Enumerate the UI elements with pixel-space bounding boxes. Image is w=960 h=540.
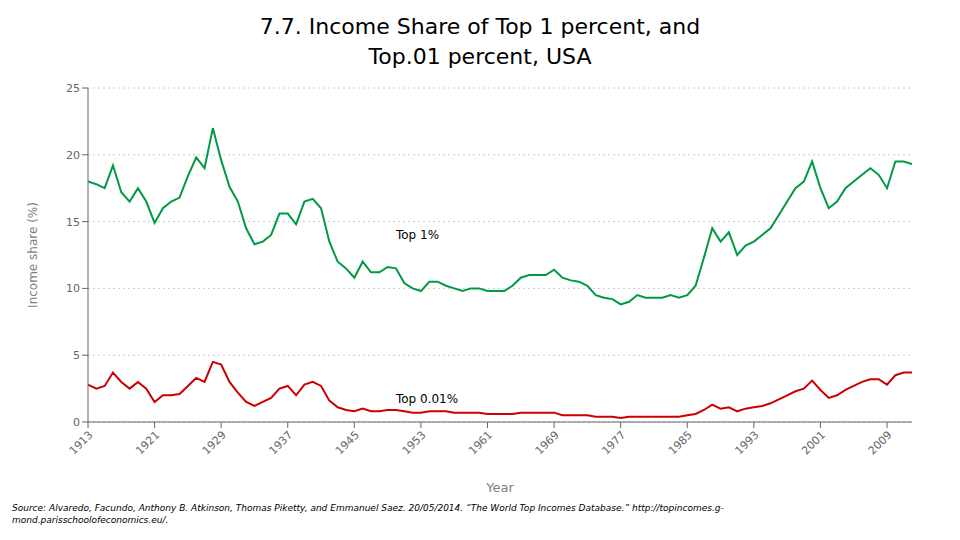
svg-text:2009: 2009: [866, 428, 895, 457]
svg-text:1913: 1913: [67, 428, 96, 457]
svg-text:1969: 1969: [533, 428, 562, 457]
svg-text:1921: 1921: [133, 428, 162, 457]
svg-text:5: 5: [73, 349, 80, 362]
svg-text:1961: 1961: [466, 428, 495, 457]
html-text:mond.parisschoolofeconomics.eu: mond.parisschoolofeconomics.eu/.: [12, 515, 169, 525]
svg-text:2001: 2001: [799, 428, 828, 457]
svg-text:Income share (%): Income share (%): [26, 202, 40, 308]
svg-text:1929: 1929: [200, 428, 229, 457]
svg-text:10: 10: [66, 282, 80, 295]
svg-text:20: 20: [66, 149, 80, 162]
svg-text:1937: 1937: [266, 428, 295, 457]
svg-text:1985: 1985: [666, 428, 695, 457]
svg-text:Year: Year: [485, 480, 514, 495]
svg-text:1953: 1953: [400, 428, 429, 457]
html-text:Top.01 percent, USA: Top.01 percent, USA: [368, 44, 592, 69]
svg-text:Top 1%: Top 1%: [395, 228, 439, 242]
svg-text:25: 25: [66, 82, 80, 95]
svg-text:1993: 1993: [733, 428, 762, 457]
svg-text:15: 15: [66, 216, 80, 229]
html-text:Source: Alvaredo, Facundo, Ant: Source: Alvaredo, Facundo, Anthony B. At…: [12, 503, 724, 513]
svg-text:0: 0: [73, 416, 80, 429]
svg-text:1945: 1945: [333, 428, 362, 457]
svg-text:1977: 1977: [599, 428, 628, 457]
svg-text:Top 0.01%: Top 0.01%: [395, 392, 458, 406]
html-text:7.7. Income Share of Top 1 per: 7.7. Income Share of Top 1 percent, and: [259, 14, 701, 39]
